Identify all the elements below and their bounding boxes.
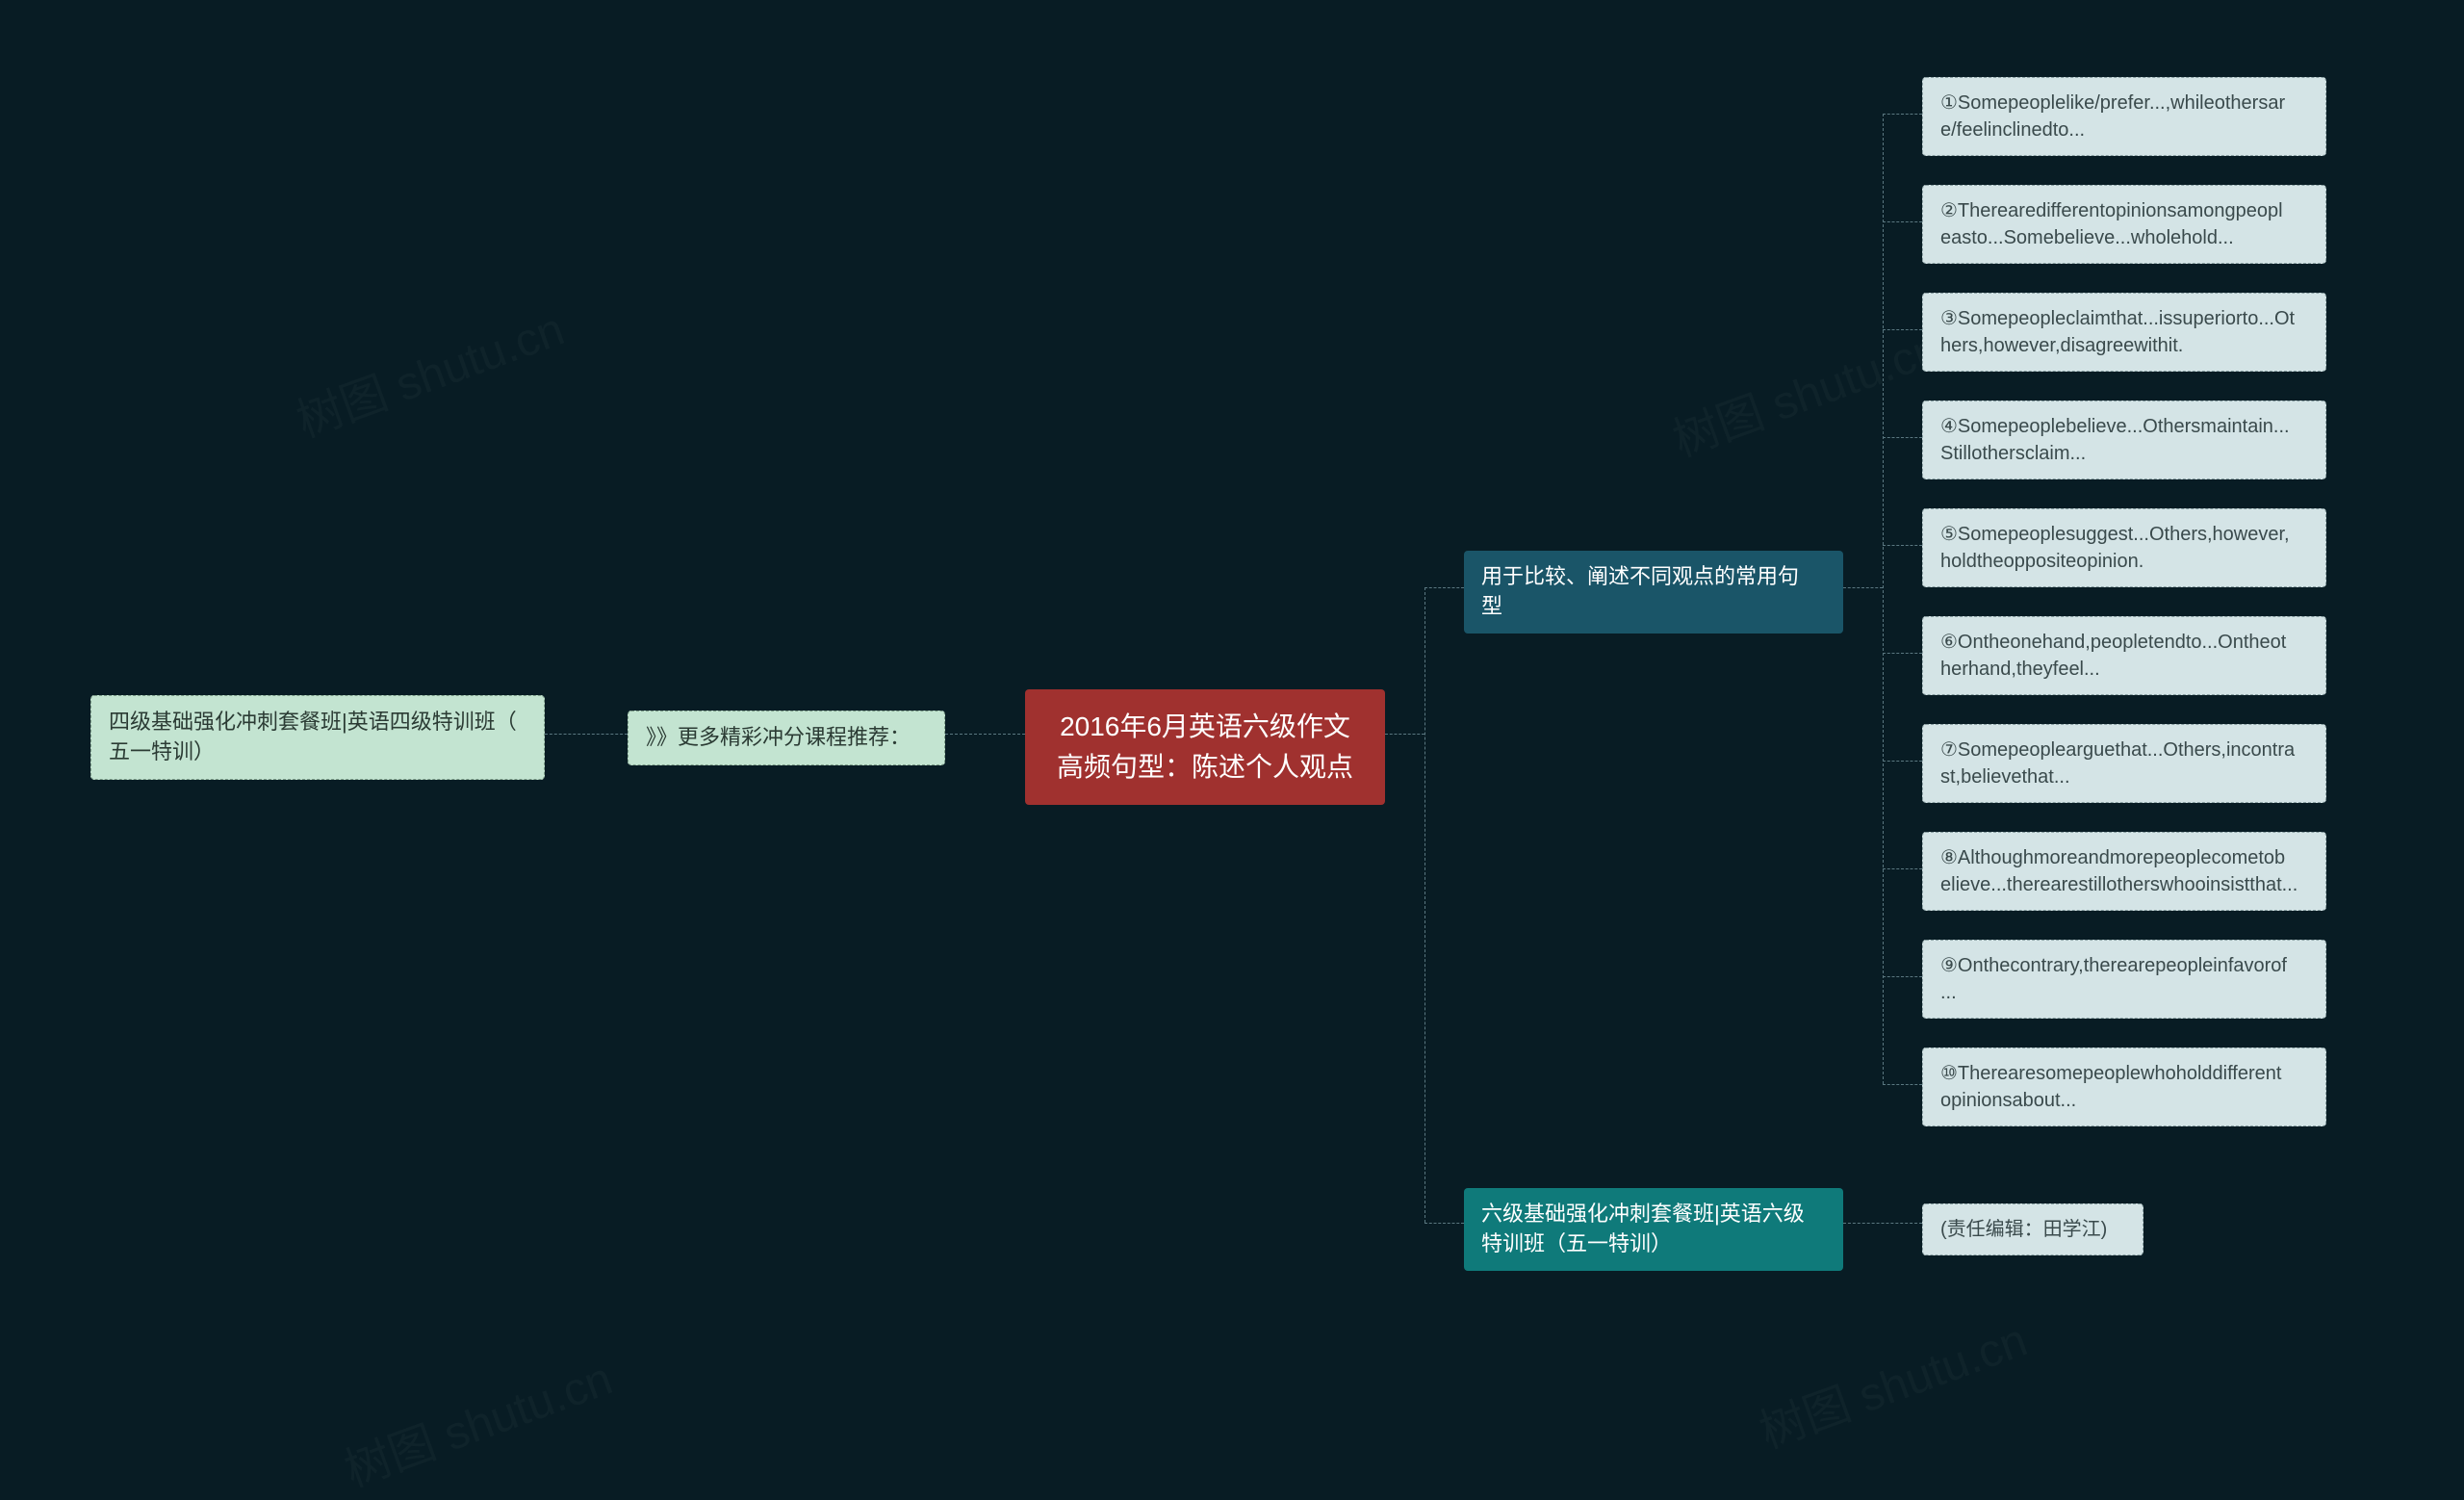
connector: [1883, 114, 1922, 115]
watermark: 树图 shutu.cn: [334, 1340, 620, 1499]
connector: [1883, 221, 1922, 222]
leaf-node-8[interactable]: ⑧Althoughmoreandmorepeoplecometob elieve…: [1922, 832, 2326, 911]
leaf-node-editor[interactable]: (责任编辑：田学江): [1922, 1203, 2143, 1255]
connector: [1883, 868, 1922, 869]
center-text-line2: 高频句型：陈述个人观点: [1057, 752, 1353, 782]
leaf-4-line1: ④Somepeoplebelieve...Othersmaintain...: [1940, 416, 2290, 437]
leaf-2-line2: easto...Somebelieve...wholehold...: [1940, 227, 2234, 248]
leaf-node-2[interactable]: ②Therearedifferentopinionsamongpeopl eas…: [1922, 185, 2326, 264]
connector: [1424, 1223, 1464, 1224]
left-node-1[interactable]: 》》更多精彩冲分课程推荐：: [628, 711, 945, 765]
leaf-9-line2: ...: [1940, 982, 1957, 1003]
right-branch-2-line1: 六级基础强化冲刺套餐班|英语六级: [1481, 1202, 1805, 1226]
leaf-4-line2: Stillothersclaim...: [1940, 443, 2086, 464]
connector: [1883, 976, 1922, 977]
connector: [1424, 587, 1464, 588]
left-node-2-line2: 五一特训）: [109, 739, 215, 763]
connector: [1843, 1223, 1922, 1224]
left-node-1-text: 》》更多精彩冲分课程推荐：: [646, 725, 911, 749]
leaf-6-line2: herhand,theyfeel...: [1940, 659, 2100, 680]
center-node[interactable]: 2016年6月英语六级作文 高频句型：陈述个人观点: [1025, 689, 1385, 805]
connector: [1883, 545, 1922, 546]
right-branch-2-line2: 特训班（五一特训）: [1481, 1231, 1672, 1255]
leaf-node-4[interactable]: ④Somepeoplebelieve...Othersmaintain... S…: [1922, 401, 2326, 479]
leaf-8-line1: ⑧Althoughmoreandmorepeoplecometob: [1940, 847, 2285, 868]
leaf-node-1[interactable]: ①Somepeoplelike/prefer...,whileothersar …: [1922, 77, 2326, 156]
connector: [945, 734, 1025, 735]
leaf-node-5[interactable]: ⑤Somepeoplesuggest...Others,however, hol…: [1922, 508, 2326, 587]
leaf-node-7[interactable]: ⑦Somepeoplearguethat...Others,incontra s…: [1922, 724, 2326, 803]
watermark: 树图 shutu.cn: [286, 291, 572, 450]
leaf-5-line1: ⑤Somepeoplesuggest...Others,however,: [1940, 524, 2290, 545]
right-branch-2-parent[interactable]: 六级基础强化冲刺套餐班|英语六级 特训班（五一特训）: [1464, 1188, 1843, 1271]
leaf-10-line1: ⑩Therearesomepeoplewhoholddifferent: [1940, 1063, 2281, 1084]
watermark: 树图 shutu.cn: [1662, 310, 1948, 469]
connector: [545, 734, 628, 735]
connector: [1883, 761, 1922, 762]
leaf-node-9[interactable]: ⑨Onthecontrary,therearepeopleinfavorof .…: [1922, 940, 2326, 1019]
leaf-8-line2: elieve...therearestillotherswhooinsistth…: [1940, 874, 2297, 895]
leaf-1-line1: ①Somepeoplelike/prefer...,whileothersar: [1940, 92, 2285, 114]
leaf-6-line1: ⑥Ontheonehand,peopletendto...Ontheot: [1940, 632, 2286, 653]
connector: [1883, 114, 1884, 1084]
leaf-7-line1: ⑦Somepeoplearguethat...Others,incontra: [1940, 739, 2295, 761]
watermark: 树图 shutu.cn: [1749, 1302, 2035, 1461]
right-branch-1-line2: 型: [1481, 594, 1502, 618]
leaf-editor-text: (责任编辑：田学江): [1940, 1219, 2107, 1240]
leaf-3-line2: hers,however,disagreewithit.: [1940, 335, 2183, 356]
center-text-line1: 2016年6月英语六级作文: [1060, 711, 1350, 741]
right-branch-1-line1: 用于比较、阐述不同观点的常用句: [1481, 564, 1799, 588]
connector: [1843, 587, 1883, 588]
leaf-5-line2: holdtheoppositeopinion.: [1940, 551, 2143, 572]
connector: [1883, 1084, 1922, 1085]
connector: [1883, 653, 1922, 654]
leaf-node-10[interactable]: ⑩Therearesomepeoplewhoholddifferent opin…: [1922, 1047, 2326, 1126]
connector: [1883, 329, 1922, 330]
leaf-9-line1: ⑨Onthecontrary,therearepeopleinfavorof: [1940, 955, 2287, 976]
left-node-2[interactable]: 四级基础强化冲刺套餐班|英语四级特训班（ 五一特训）: [90, 695, 545, 780]
connector: [1883, 437, 1922, 438]
connector: [1424, 587, 1425, 1223]
right-branch-1-parent[interactable]: 用于比较、阐述不同观点的常用句 型: [1464, 551, 1843, 634]
leaf-10-line2: opinionsabout...: [1940, 1090, 2076, 1111]
leaf-node-3[interactable]: ③Somepeopleclaimthat...issuperiorto...Ot…: [1922, 293, 2326, 372]
leaf-7-line2: st,believethat...: [1940, 766, 2070, 788]
connector: [1385, 734, 1424, 735]
leaf-1-line2: e/feelinclinedto...: [1940, 119, 2085, 141]
leaf-3-line1: ③Somepeopleclaimthat...issuperiorto...Ot: [1940, 308, 2295, 329]
leaf-node-6[interactable]: ⑥Ontheonehand,peopletendto...Ontheot her…: [1922, 616, 2326, 695]
left-node-2-line1: 四级基础强化冲刺套餐班|英语四级特训班（: [109, 710, 517, 734]
leaf-2-line1: ②Therearedifferentopinionsamongpeopl: [1940, 200, 2283, 221]
